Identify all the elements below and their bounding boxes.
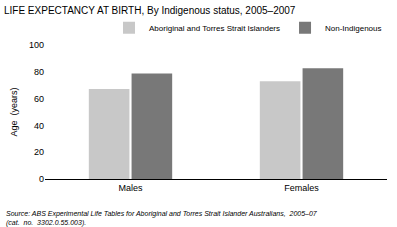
svg-text:Age (years): Age (years): [9, 87, 19, 136]
svg-text:Non-Indigenous: Non-Indigenous: [325, 24, 381, 33]
svg-text:Aboriginal and Torres Strait I: Aboriginal and Torres Strait Islanders: [149, 24, 280, 33]
svg-text:Females: Females: [284, 183, 319, 193]
svg-text:100: 100: [29, 40, 44, 50]
svg-text:Males: Males: [118, 183, 143, 193]
svg-text:Source: ABS Experimental Life: Source: ABS Experimental Life Tables for…: [6, 210, 318, 227]
svg-text:0: 0: [39, 174, 44, 184]
svg-text:20: 20: [34, 147, 44, 157]
svg-text:80: 80: [34, 67, 44, 77]
svg-text:40: 40: [34, 121, 44, 131]
svg-text:60: 60: [34, 94, 44, 104]
svg-text:LIFE EXPECTANCY AT BIRTH, By I: LIFE EXPECTANCY AT BIRTH, By Indigenous …: [4, 5, 296, 16]
